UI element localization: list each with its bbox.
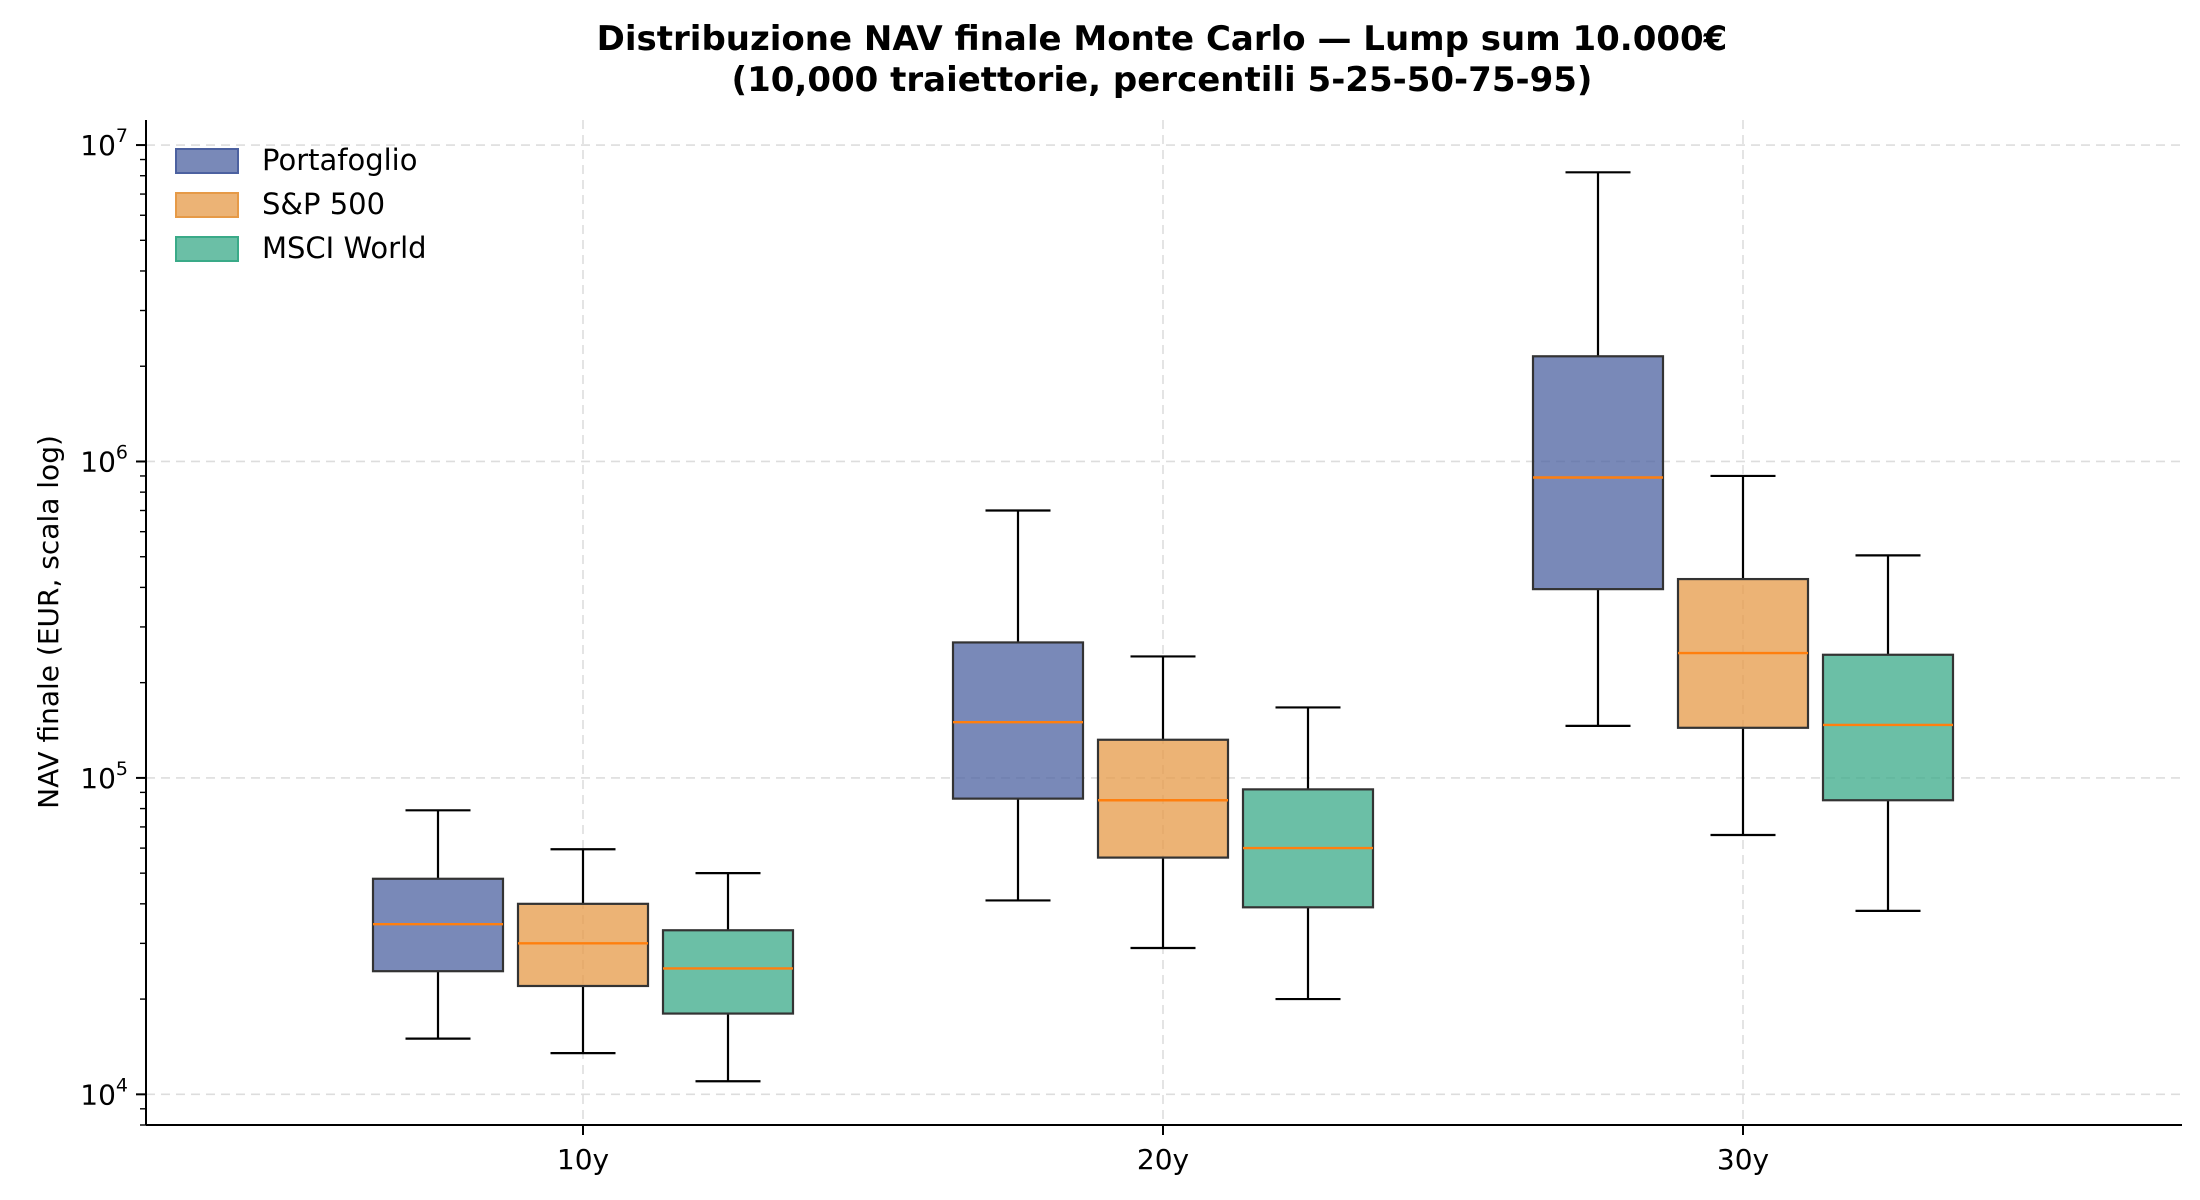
grid xyxy=(146,120,2182,1125)
box-0 xyxy=(371,809,505,1040)
box-2 xyxy=(1676,474,1810,837)
box-0 xyxy=(516,848,650,1055)
y-axis-label: NAV finale (EUR, scala log) xyxy=(32,435,65,809)
box-body xyxy=(1531,355,1665,591)
ticks: 104 105 106 107 10y 20y 30y xyxy=(80,125,1769,1176)
x-tick-label: 20y xyxy=(1137,1143,1189,1176)
y-tick-label: 107 xyxy=(80,125,128,162)
box-1 xyxy=(1241,706,1375,1001)
legend-swatch xyxy=(175,192,239,218)
box-body xyxy=(516,902,650,988)
box-0 xyxy=(661,872,795,1083)
y-tick-label: 105 xyxy=(80,758,128,795)
box-2 xyxy=(1531,171,1665,728)
box-body xyxy=(951,641,1085,800)
legend-swatch xyxy=(175,236,239,262)
box-2 xyxy=(1821,554,1955,912)
legend-label: S&P 500 xyxy=(262,187,385,221)
box-1 xyxy=(951,509,1085,902)
legend-swatch xyxy=(175,148,239,174)
box-body xyxy=(1821,653,1955,802)
legend-label: MSCI World xyxy=(262,231,427,265)
y-tick-label: 104 xyxy=(80,1074,128,1111)
axes xyxy=(145,120,2182,1126)
x-tick-label: 10y xyxy=(557,1143,609,1176)
legend: Portafoglio S&P 500 MSCI World xyxy=(175,143,427,265)
chart-subtitle: (10,000 traiettorie, percentili 5-25-50-… xyxy=(732,60,1593,100)
box-plots xyxy=(371,171,1955,1083)
legend-label: Portafoglio xyxy=(262,143,417,177)
x-tick-label: 30y xyxy=(1717,1143,1769,1176)
box-body xyxy=(1096,738,1230,859)
box-body xyxy=(661,929,795,1015)
chart-title: Distribuzione NAV finale Monte Carlo — L… xyxy=(597,19,1728,59)
y-tick-label: 106 xyxy=(80,441,128,478)
box-1 xyxy=(1096,655,1230,950)
